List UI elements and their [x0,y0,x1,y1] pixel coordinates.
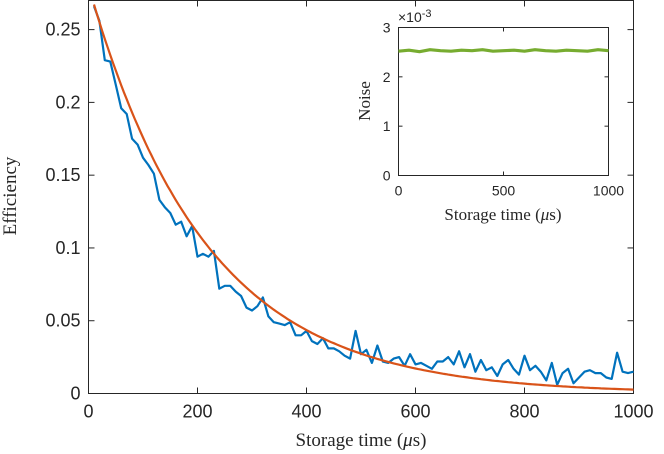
inset-ticks: 0 500 1000 0 1 2 3 [383,20,625,199]
inset-lines [398,48,609,54]
main-y-tick-label: 0 [70,384,80,404]
main-y-axis-label: Efficiency [0,156,21,235]
main-lines [92,4,634,391]
series-noise-line [398,48,609,54]
main-y-tick-label: 0.25 [45,20,80,40]
main-x-tick-label: 800 [509,402,539,422]
main-x-tick-label: 400 [291,402,321,422]
main-x-tick-label: 600 [400,402,430,422]
inset-y-axis-label: Noise [355,81,374,121]
inset-y-tick-label: 3 [383,20,391,36]
main-y-tick-label: 0.1 [55,238,80,258]
inset-y-tick-label: 0 [383,168,391,184]
main-x-tick-label: 200 [182,402,212,422]
inset-background [392,16,618,202]
main-plot-area [88,0,634,394]
main-y-tick-label: 0.05 [45,311,80,331]
series-measured-line [92,5,634,386]
main-y-tick-label: 0.2 [55,92,80,112]
main-x-axis-label: Storage time (μs) [296,430,427,451]
inset-x-axis-label: Storage time (μs) [444,205,561,224]
inset-x-tick-label: 500 [492,183,516,199]
inset-y-tick-label: 2 [383,69,391,85]
inset-y-tick-label: 1 [383,118,391,134]
inset-x-tick-label: 0 [395,183,403,199]
main-y-tick-label: 0.15 [45,165,80,185]
inset-y-multiplier: ×10-3 [398,8,432,25]
main-x-tick-label: 1000 [613,402,653,422]
series-fit-line [92,4,634,391]
main-x-tick-label: 0 [83,402,93,422]
inset-x-tick-label: 1000 [593,183,624,199]
